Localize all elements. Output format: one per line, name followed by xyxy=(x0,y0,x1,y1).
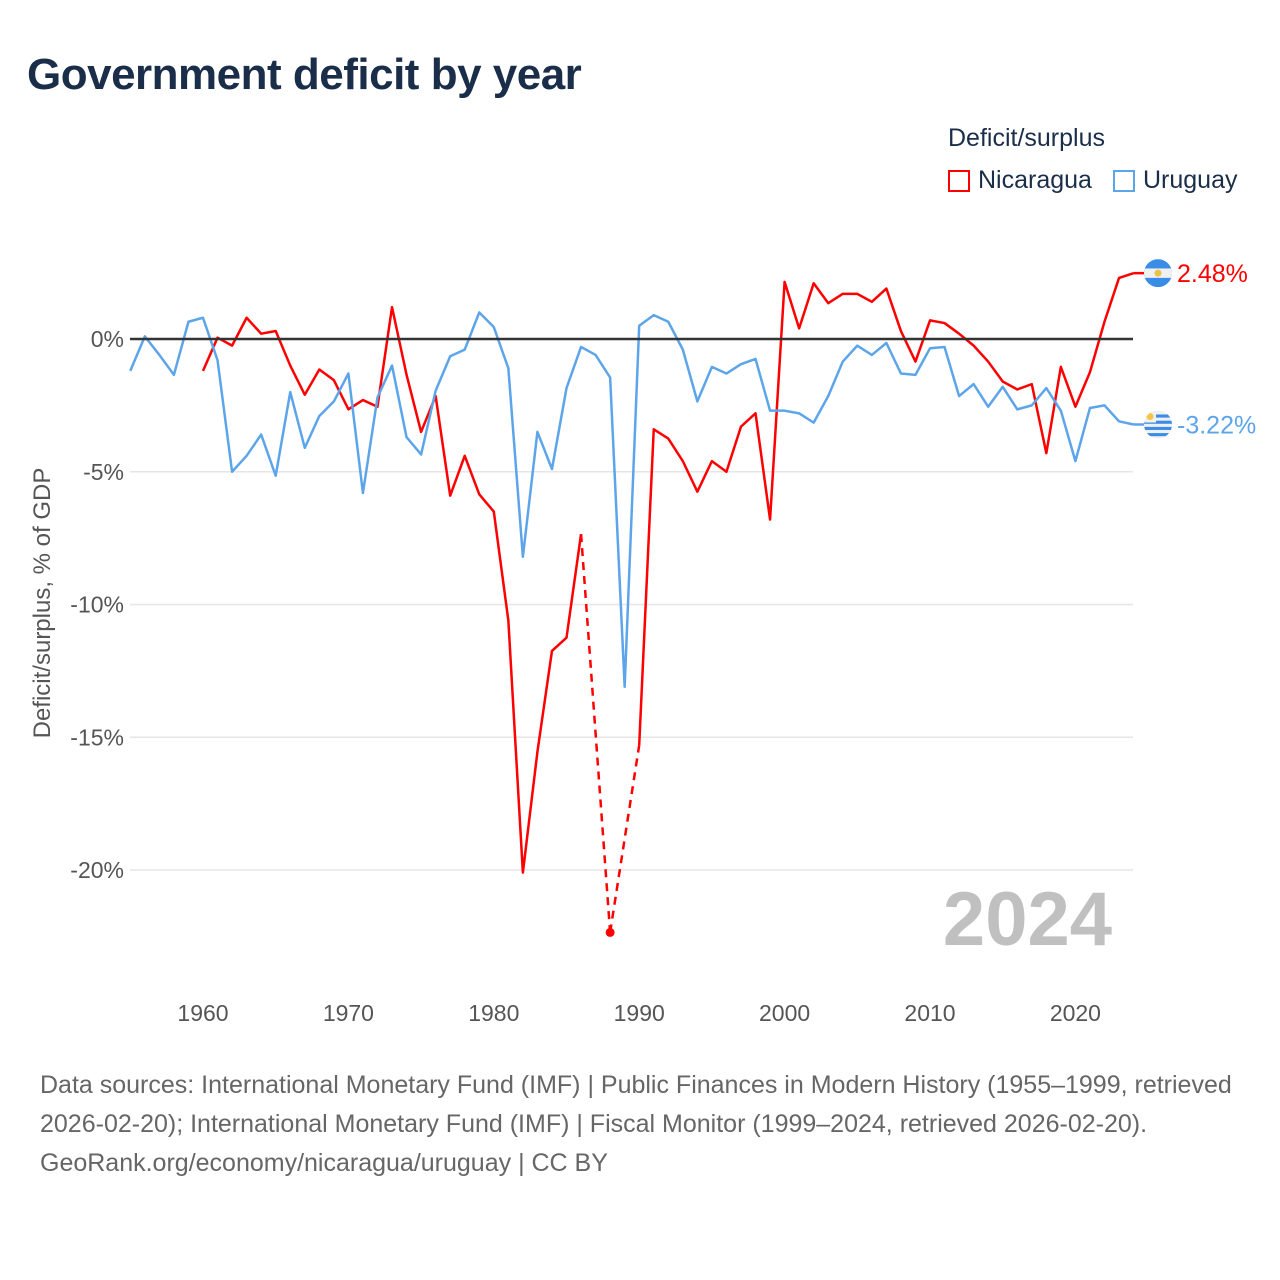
footer: Data sources: International Monetary Fun… xyxy=(40,1066,1240,1183)
line-chart: 0% -5% -10% -15% -20% 1960 1970 1980 1990 2000 201… xyxy=(29,259,1256,1026)
series-line-uruguay xyxy=(129,311,1134,689)
x-tick-label: 1970 xyxy=(323,1000,374,1026)
flag-uruguay-icon xyxy=(1144,410,1172,439)
end-value-label: 2.48% xyxy=(1177,260,1248,288)
x-tick-label: 1990 xyxy=(614,1000,665,1026)
legend-title: Deficit/surplus xyxy=(948,124,1105,152)
legend-label: Nicaragua xyxy=(978,166,1092,194)
y-axis-label: Deficit/surplus, % of GDP xyxy=(29,468,56,739)
x-tick-label: 1960 xyxy=(177,1000,228,1026)
x-tick-label: 2020 xyxy=(1050,1000,1101,1026)
end-value-label: -3.22% xyxy=(1177,411,1256,439)
legend-swatch-nicaragua xyxy=(948,169,970,192)
flag-emblem xyxy=(1154,269,1162,277)
flag-sun xyxy=(1146,412,1154,420)
series-line-nicaragua xyxy=(637,271,1134,746)
legend-label: Uruguay xyxy=(1143,166,1238,194)
y-tick-label: -20% xyxy=(70,857,124,883)
legend-item-nicaragua[interactable]: Nicaragua xyxy=(948,166,1092,195)
year-watermark: 2024 xyxy=(943,877,1112,962)
y-tick-label: -5% xyxy=(83,459,124,485)
y-tick-label: -10% xyxy=(70,592,124,618)
x-tick-label: 1980 xyxy=(468,1000,519,1026)
legend-swatch-uruguay xyxy=(1113,169,1135,192)
x-tick-label: 2010 xyxy=(904,1000,955,1026)
gap-connector-nicaragua xyxy=(579,534,612,933)
gap-connector-nicaragua xyxy=(608,745,641,933)
flag-stripe xyxy=(1144,414,1172,418)
data-sources: Data sources: International Monetary Fun… xyxy=(40,1071,1232,1138)
legend-item-uruguay[interactable]: Uruguay xyxy=(1113,166,1238,195)
flag-body xyxy=(1144,410,1172,439)
x-tick-label: 2000 xyxy=(759,1000,810,1026)
y-tick-label: 0% xyxy=(91,326,124,352)
flag-body xyxy=(1144,259,1172,288)
flag-stripe xyxy=(1144,426,1172,430)
flag-stripe xyxy=(1144,433,1172,437)
credit-link[interactable]: GeoRank.org/economy/nicaragua/uruguay | … xyxy=(40,1149,608,1177)
series-line-nicaragua xyxy=(201,305,583,874)
y-tick-label: -15% xyxy=(70,724,124,750)
chart-title: Government deficit by year xyxy=(27,50,582,99)
flag-nicaragua-icon xyxy=(1144,259,1172,288)
flag-stripe xyxy=(1144,420,1172,424)
